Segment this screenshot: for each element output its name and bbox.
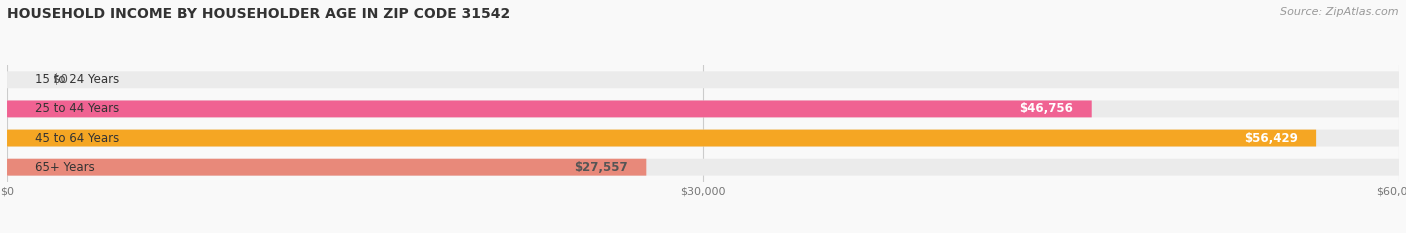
Text: $0: $0 [53, 73, 69, 86]
FancyBboxPatch shape [7, 159, 1399, 176]
FancyBboxPatch shape [7, 130, 1316, 147]
Text: $56,429: $56,429 [1244, 132, 1298, 144]
FancyBboxPatch shape [7, 130, 1399, 147]
Text: 25 to 44 Years: 25 to 44 Years [35, 103, 120, 115]
FancyBboxPatch shape [7, 100, 1091, 117]
FancyBboxPatch shape [7, 159, 647, 176]
FancyBboxPatch shape [7, 71, 1399, 88]
Text: 65+ Years: 65+ Years [35, 161, 94, 174]
Text: $27,557: $27,557 [574, 161, 627, 174]
Text: $46,756: $46,756 [1019, 103, 1073, 115]
Text: HOUSEHOLD INCOME BY HOUSEHOLDER AGE IN ZIP CODE 31542: HOUSEHOLD INCOME BY HOUSEHOLDER AGE IN Z… [7, 7, 510, 21]
Text: 15 to 24 Years: 15 to 24 Years [35, 73, 120, 86]
FancyBboxPatch shape [7, 100, 1399, 117]
Text: Source: ZipAtlas.com: Source: ZipAtlas.com [1281, 7, 1399, 17]
Text: 45 to 64 Years: 45 to 64 Years [35, 132, 120, 144]
